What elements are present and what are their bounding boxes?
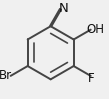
Text: F: F: [88, 72, 95, 85]
Text: N: N: [59, 2, 68, 15]
Text: OH: OH: [87, 23, 105, 36]
Text: Br: Br: [0, 69, 12, 82]
